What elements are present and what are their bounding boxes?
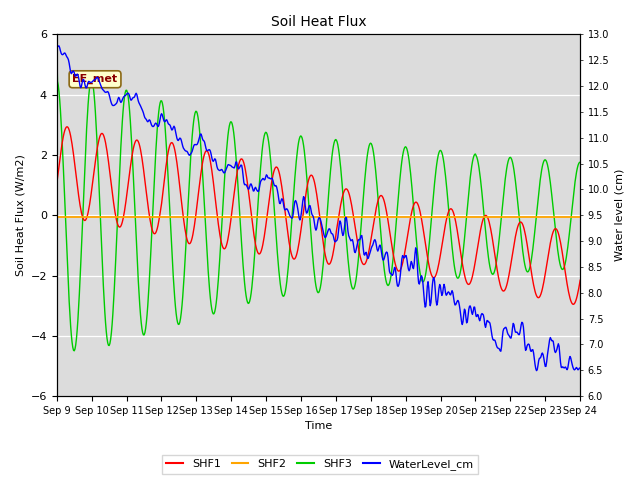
Y-axis label: Soil Heat Flux (W/m2): Soil Heat Flux (W/m2) [15,154,25,276]
Title: Soil Heat Flux: Soil Heat Flux [271,15,366,29]
X-axis label: Time: Time [305,421,332,432]
Y-axis label: Water level (cm): Water level (cm) [615,169,625,262]
Legend: SHF1, SHF2, SHF3, WaterLevel_cm: SHF1, SHF2, SHF3, WaterLevel_cm [162,455,478,474]
Text: EE_met: EE_met [72,74,118,84]
